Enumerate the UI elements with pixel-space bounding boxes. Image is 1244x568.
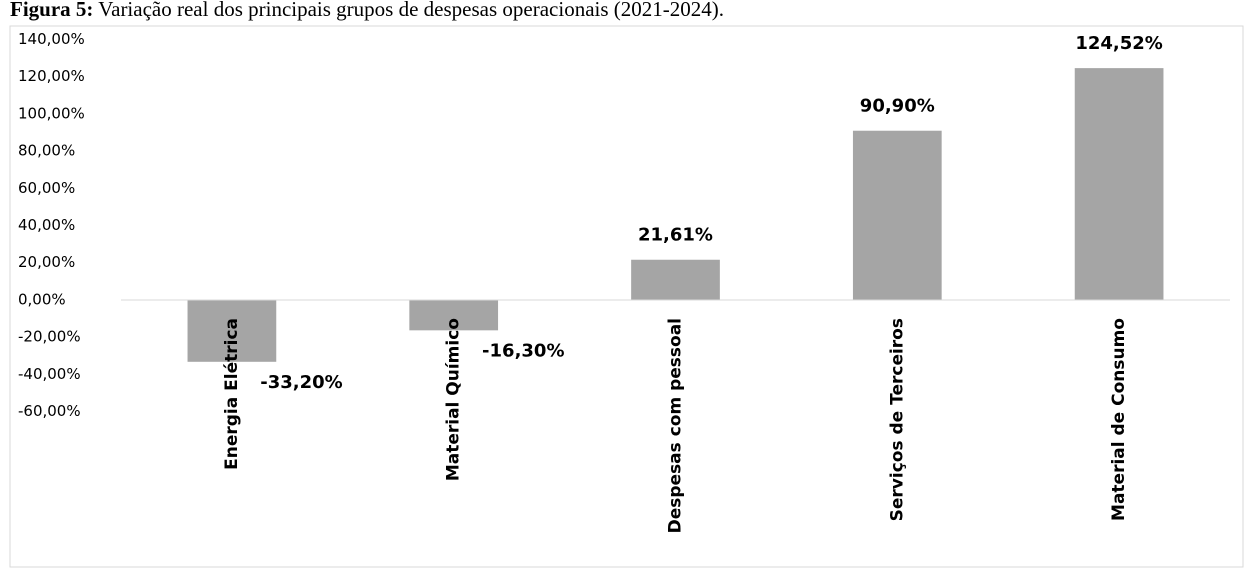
y-tick-label: -60,00% — [18, 402, 81, 420]
value-label: -33,20% — [260, 372, 342, 393]
y-tick-label: 0,00% — [18, 290, 66, 308]
y-tick-label: 60,00% — [18, 179, 75, 197]
y-tick-label: 100,00% — [18, 104, 85, 122]
figure-label: Figura 5: — [10, 0, 93, 21]
chart-title: Figura 5: Variação real dos principais g… — [10, 0, 724, 21]
x-tick-label: Material de Consumo — [1109, 318, 1129, 521]
value-label: 90,90% — [860, 96, 935, 117]
bar — [631, 259, 720, 300]
bar — [187, 299, 277, 362]
value-label: 124,52% — [1075, 33, 1163, 54]
y-tick-label: -40,00% — [18, 365, 81, 383]
bar — [852, 130, 942, 300]
title-text: Variação real dos principais grupos de d… — [98, 0, 724, 21]
value-label: 21,61% — [638, 225, 713, 246]
chart-frame — [9, 25, 1244, 568]
x-tick-label: Energia Elétrica — [222, 318, 242, 470]
x-tick-label: Material Químico — [444, 318, 464, 481]
y-tick-label: 40,00% — [18, 216, 75, 234]
bar — [409, 299, 499, 331]
y-tick-label: 120,00% — [18, 67, 85, 85]
y-tick-label: 20,00% — [18, 253, 75, 271]
x-tick-label: Serviços de Terceiros — [887, 318, 907, 521]
bar — [1074, 68, 1164, 300]
y-tick-label: 80,00% — [18, 142, 75, 160]
y-tick-label: -20,00% — [18, 328, 81, 346]
y-tick-label: 140,00% — [18, 30, 85, 48]
value-label: -16,30% — [482, 340, 564, 361]
x-tick-label: Despesas com pessoal — [666, 318, 686, 533]
